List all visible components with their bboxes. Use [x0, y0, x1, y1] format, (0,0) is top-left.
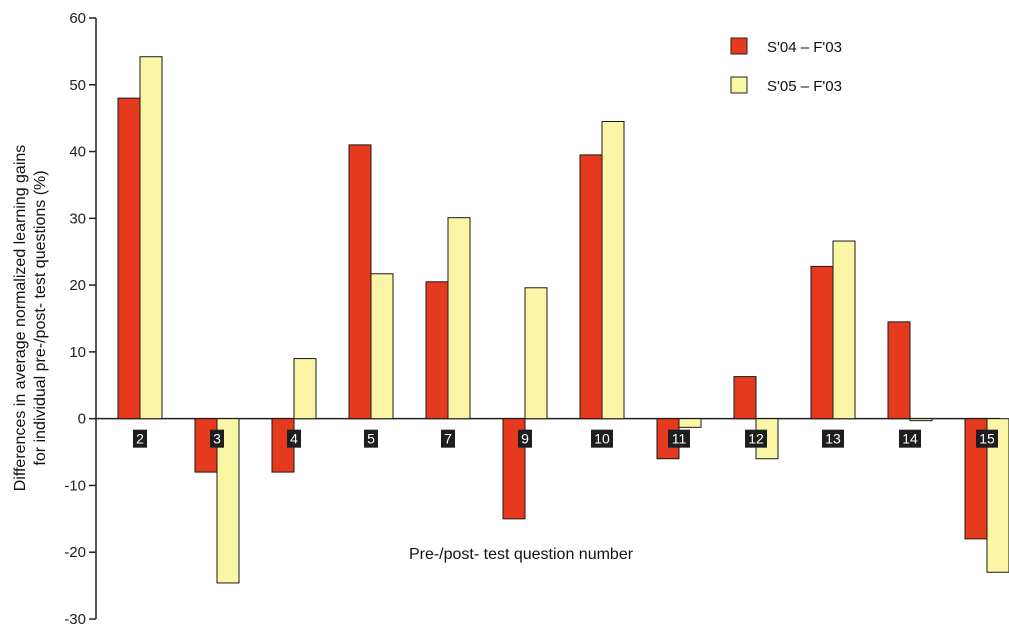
y-tick-label: 0 — [78, 411, 86, 428]
category-label: 9 — [521, 431, 529, 447]
category-label-box — [133, 429, 147, 448]
bar-q10-series-1 — [579, 154, 603, 420]
category-labels: 2 3 4 5 7 9 10 11 12 13 14 15 — [133, 429, 998, 448]
bar-q14-series-1 — [887, 321, 911, 420]
y-tick-label: -10 — [64, 477, 86, 494]
y-tick-label: -20 — [64, 544, 86, 561]
bar-q13-series-1 — [810, 265, 834, 420]
x-axis-title: Pre-/post- test question number — [409, 546, 634, 563]
y-tick-label: 30 — [69, 210, 86, 227]
y-tick-label: 60 — [69, 10, 86, 27]
legend-swatch-s05 — [730, 76, 748, 94]
bar-q15-series-2 — [986, 418, 1009, 573]
bar-q13-series-2 — [832, 240, 856, 420]
category-label-box — [210, 429, 224, 448]
bar-q5-series-2 — [370, 273, 394, 420]
category-label: 11 — [672, 431, 687, 447]
category-label-box — [591, 429, 613, 448]
category-label-box — [822, 429, 844, 448]
y-tick-label: 10 — [69, 344, 86, 361]
bar-q12-series-1 — [733, 376, 757, 420]
y-axis-title-line-1: Differences in average normalized learni… — [12, 145, 29, 492]
bar-q2-series-1 — [117, 97, 141, 420]
category-label: 7 — [444, 431, 452, 447]
bar-q7-series-2 — [447, 217, 471, 420]
bar-q7-series-1 — [425, 281, 449, 420]
category-label-box — [518, 429, 532, 448]
category-label: 4 — [290, 431, 298, 447]
bar-q2-series-2 — [139, 56, 163, 420]
legend-label-s04: S'04 – F'03 — [767, 39, 842, 56]
category-label-box — [364, 429, 378, 448]
legend-label-s05: S'05 – F'03 — [767, 78, 842, 95]
category-label: 15 — [979, 431, 995, 447]
category-label-box — [899, 429, 921, 448]
y-tick-label: -30 — [64, 611, 86, 626]
bar-q10-series-2 — [601, 121, 625, 420]
category-label: 12 — [748, 431, 764, 447]
category-label-box — [668, 429, 690, 448]
bar-q9-series-2 — [524, 287, 548, 420]
category-label: 5 — [367, 431, 375, 447]
y-tick-label: 50 — [69, 77, 86, 94]
bar-q5-series-1 — [348, 144, 372, 420]
legend: S'04 – F'03 S'05 – F'03 — [730, 37, 842, 95]
bar-q11-series-2 — [678, 418, 702, 428]
category-label: 3 — [213, 431, 221, 447]
bar-q3-series-2 — [216, 418, 240, 584]
category-label: 2 — [136, 431, 144, 447]
y-tick-label: 20 — [69, 277, 86, 294]
bar-q14-series-2 — [909, 418, 933, 422]
bar-q4-series-2 — [293, 358, 317, 420]
bars — [117, 56, 1009, 584]
y-tick-label: 40 — [69, 144, 86, 161]
category-label-box — [976, 429, 998, 448]
category-label-box — [441, 429, 455, 448]
category-label-box — [287, 429, 301, 448]
category-label: 13 — [825, 431, 841, 447]
legend-swatch-s04 — [730, 37, 748, 55]
category-label: 14 — [902, 431, 918, 447]
category-label: 10 — [594, 431, 610, 447]
category-label-box — [745, 429, 767, 448]
y-axis-title-line-2: for individual pre-/post- test questions… — [32, 170, 49, 465]
